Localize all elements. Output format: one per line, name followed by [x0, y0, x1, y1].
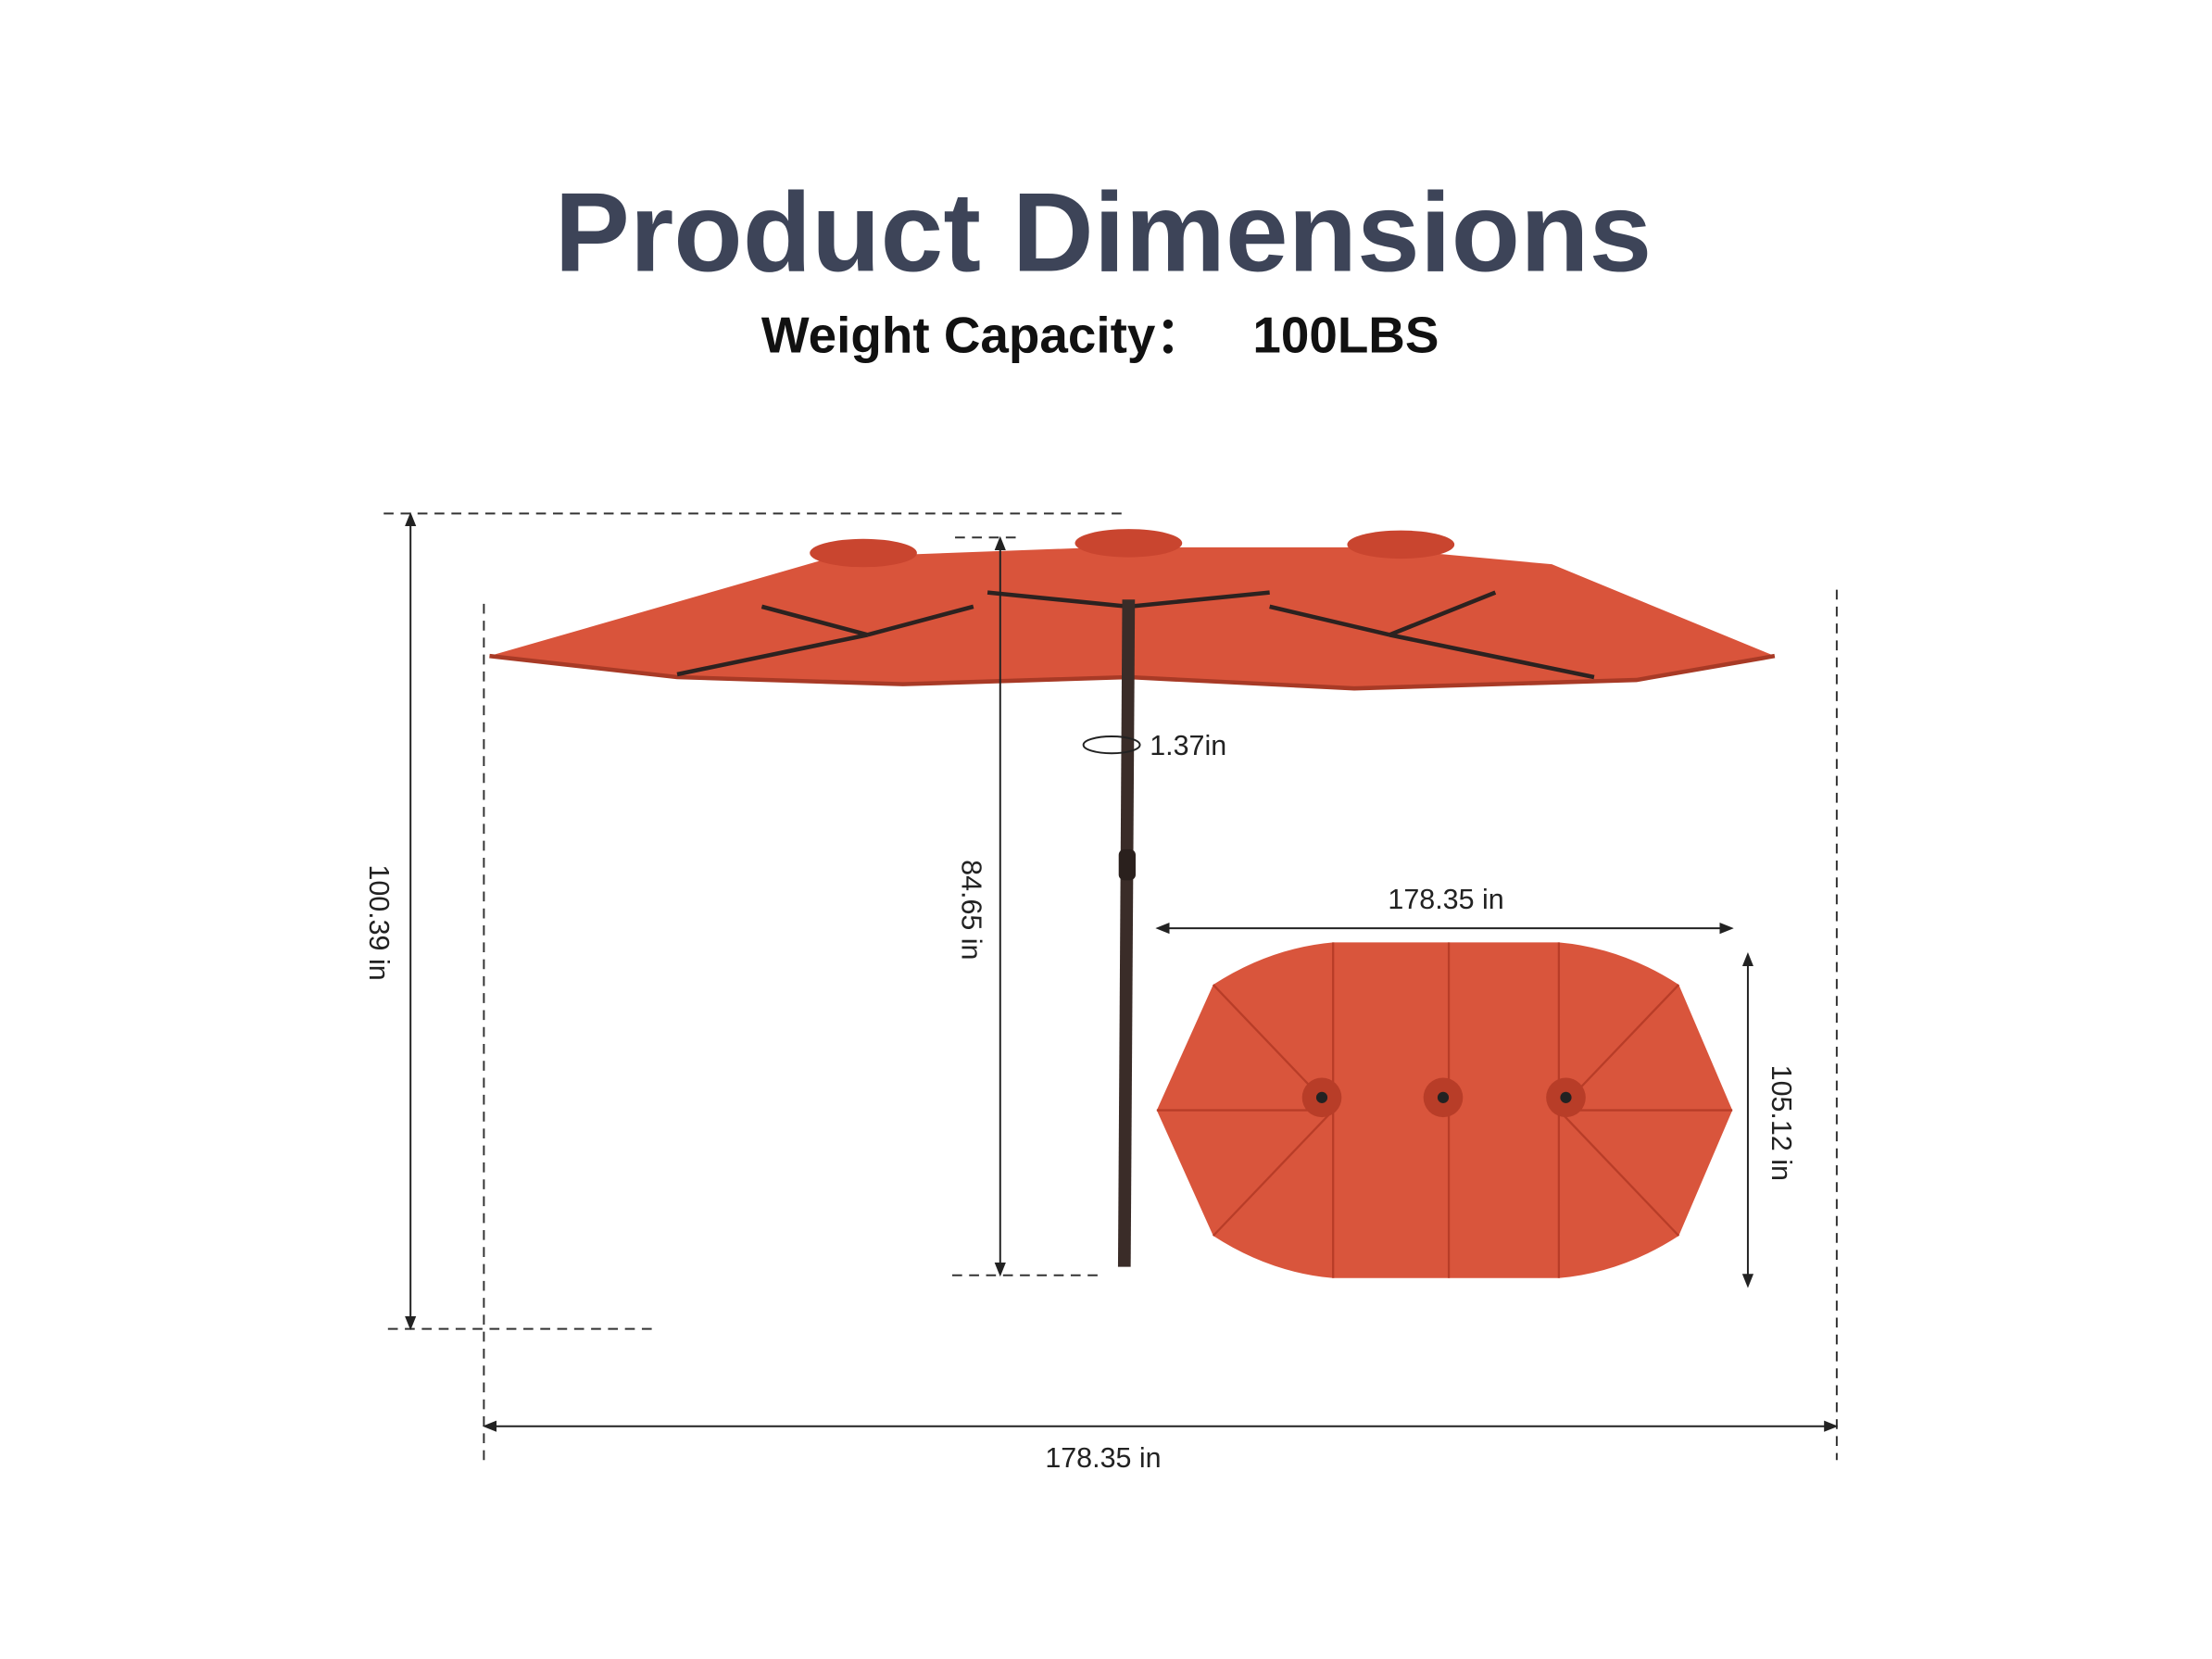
top-width: 178.35 in — [1388, 884, 1503, 915]
dimension-lines — [383, 511, 1839, 1461]
top-depth: 105.12 in — [1766, 1065, 1797, 1181]
total-width: 178.35 in — [1045, 1442, 1161, 1474]
title: Product Dimensions — [555, 169, 1653, 295]
total-height: 100.39 in — [363, 864, 395, 980]
pole-height: 84.65 in — [956, 860, 987, 960]
capacity: 100LBS — [1252, 307, 1439, 364]
subtitle: Weight Capacity： — [761, 307, 1206, 364]
pole-diameter: 1.37in — [1150, 730, 1226, 761]
umbrella-side — [489, 529, 1776, 1267]
umbrella-top — [1156, 942, 1733, 1278]
